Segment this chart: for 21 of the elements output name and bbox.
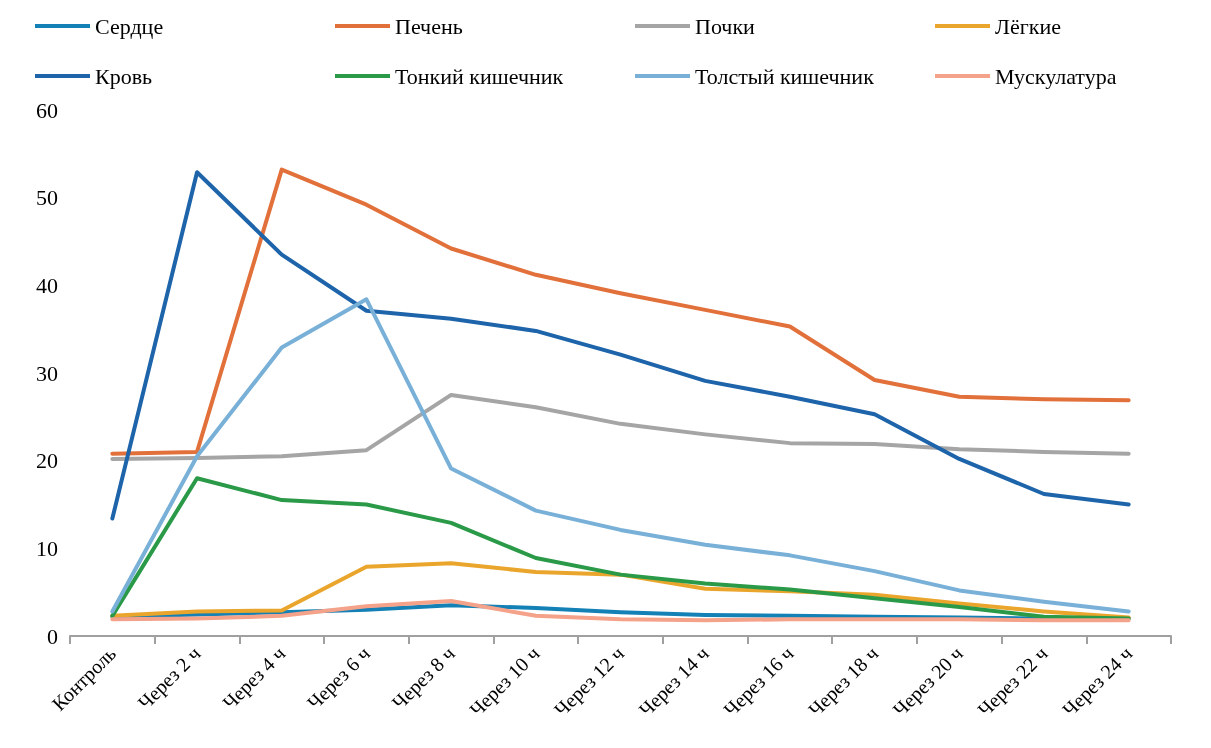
legend-label: Лёгкие xyxy=(995,13,1061,39)
y-tick-label: 60 xyxy=(36,97,58,123)
y-tick-label: 0 xyxy=(47,623,58,649)
legend-label: Печень xyxy=(395,13,463,39)
line-series xyxy=(110,392,1131,461)
line-series xyxy=(110,598,1131,623)
legend-label: Тонкий кишечник xyxy=(395,63,564,89)
line-series xyxy=(110,170,1131,521)
line-series xyxy=(110,297,1131,614)
y-tick-label: 10 xyxy=(36,535,58,561)
legend-label: Кровь xyxy=(95,63,153,89)
y-tick-label: 50 xyxy=(36,185,58,211)
line-series xyxy=(110,167,1131,456)
y-tick-label: 20 xyxy=(36,448,58,474)
legend-label: Почки xyxy=(695,13,756,39)
legend-label: Мускулатура xyxy=(995,63,1117,89)
y-tick-label: 40 xyxy=(36,272,58,298)
line-series xyxy=(110,476,1131,621)
legend-label: Сердце xyxy=(95,13,164,39)
y-tick-label: 30 xyxy=(36,360,58,386)
legend-label: Толстый кишечник xyxy=(695,63,875,89)
